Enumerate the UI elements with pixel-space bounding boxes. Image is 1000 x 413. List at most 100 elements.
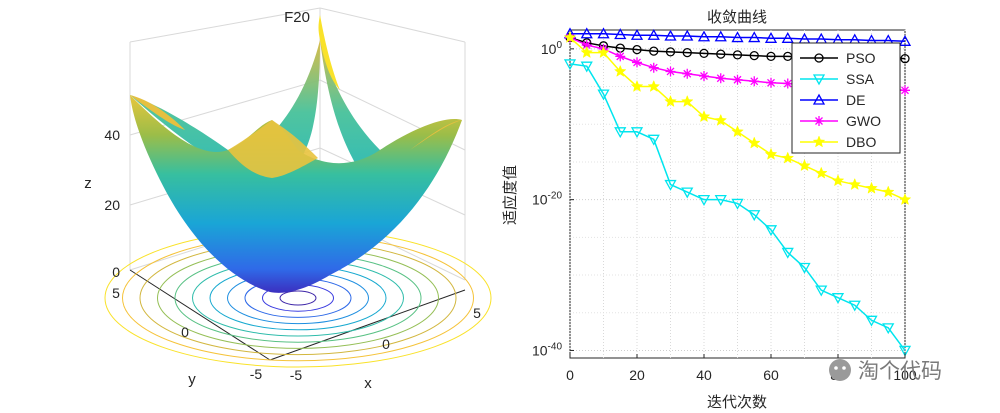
data-point — [580, 45, 594, 59]
x-tick-label: 20 — [629, 367, 645, 383]
series-line — [570, 33, 906, 43]
data-point — [848, 177, 862, 190]
data-point — [632, 44, 642, 55]
data-point — [682, 47, 692, 58]
data-point — [614, 28, 627, 40]
data-point — [766, 77, 776, 88]
data-point — [630, 79, 644, 92]
data-point — [716, 49, 726, 59]
data-point — [814, 53, 824, 63]
data-point — [664, 179, 677, 191]
data-point — [580, 61, 593, 73]
data-point — [697, 30, 711, 42]
data-point — [865, 315, 878, 327]
data-point — [731, 31, 744, 43]
y-tick-label: 0 — [181, 324, 189, 340]
x-tick-label: 5 — [473, 305, 481, 321]
data-point — [831, 174, 845, 187]
legend-label: DBO — [846, 134, 876, 150]
data-point — [647, 28, 660, 40]
data-point — [681, 29, 694, 41]
x-axis-label: 迭代次数 — [707, 393, 767, 411]
x-tick-label: 40 — [696, 367, 712, 383]
y-tick-label: -5 — [250, 366, 263, 382]
data-point — [900, 85, 910, 96]
data-point — [812, 74, 826, 86]
surface-plot: F20 40 20 0 z 5 0 -5 y -5 0 5 x — [84, 7, 492, 392]
y-axis-label: y — [188, 371, 196, 388]
legend-entry-de: DE — [800, 92, 865, 108]
data-point — [747, 136, 761, 149]
data-point — [764, 225, 778, 237]
data-point — [815, 285, 828, 297]
x-tick-label: 0 — [382, 336, 390, 352]
data-point — [714, 30, 727, 42]
data-point — [881, 185, 895, 198]
data-point — [798, 159, 811, 172]
data-point — [764, 147, 778, 160]
y-tick-label: 5 — [112, 285, 120, 301]
legend-entry-pso: PSO — [800, 50, 876, 66]
data-point — [664, 94, 677, 108]
chart-title: 收敛曲线 — [707, 8, 767, 26]
contour-line — [279, 290, 317, 306]
data-point — [699, 70, 709, 81]
data-point — [732, 50, 743, 60]
y-tick-label: 100 — [541, 40, 563, 57]
x-ticks: -5 0 5 — [290, 305, 481, 383]
watermark-text: 淘个代码 — [858, 359, 942, 383]
data-point — [580, 27, 593, 39]
data-point — [748, 210, 761, 222]
data-point — [630, 127, 644, 139]
legend-label: PSO — [846, 50, 876, 66]
data-point — [615, 51, 626, 62]
surface-corner-l — [130, 95, 185, 130]
data-point — [664, 29, 677, 41]
data-point — [665, 66, 676, 77]
data-point — [898, 345, 912, 357]
legend-entry-gwo: GWO — [800, 113, 881, 129]
z-tick-label: 20 — [104, 197, 120, 213]
data-point — [614, 127, 627, 139]
y-tick-label: 10-40 — [532, 341, 562, 358]
data-point — [680, 94, 694, 108]
data-point — [865, 181, 878, 194]
data-point — [682, 68, 693, 79]
data-point — [748, 31, 761, 43]
surface-center-ridge — [228, 120, 318, 178]
x-tick-label: -5 — [290, 367, 303, 383]
data-point — [848, 300, 861, 312]
data-point — [732, 74, 743, 85]
data-point — [882, 323, 895, 335]
data-point — [764, 31, 778, 43]
data-point — [647, 134, 660, 146]
y-ticks: 100 10-20 10-40 — [532, 40, 574, 358]
data-point — [782, 78, 793, 89]
data-point — [781, 31, 794, 43]
surface-main — [130, 95, 462, 293]
data-point — [781, 151, 795, 164]
data-point — [647, 79, 661, 92]
series-de — [563, 27, 912, 46]
data-point — [798, 262, 811, 274]
x-ticks: 020406080100 — [566, 354, 917, 383]
data-point — [613, 64, 627, 77]
legend-label: DE — [846, 92, 865, 108]
data-point — [831, 293, 845, 305]
data-point — [714, 113, 728, 126]
y-axis-label: 适应度值 — [501, 165, 519, 225]
z-ticks: 40 20 0 — [104, 127, 120, 280]
legend-entry-ssa: SSA — [800, 71, 875, 87]
data-point — [563, 59, 577, 71]
data-point — [898, 192, 912, 206]
y-ticks: 5 0 -5 — [112, 285, 262, 382]
data-point — [731, 125, 744, 138]
legend-label: SSA — [846, 71, 875, 87]
x-tick-label: 0 — [566, 367, 574, 383]
x-axis-label: x — [364, 375, 372, 392]
surface-title: F20 — [284, 9, 310, 26]
data-point — [563, 30, 577, 43]
z-axis-label: z — [84, 175, 92, 192]
data-point — [812, 135, 826, 148]
